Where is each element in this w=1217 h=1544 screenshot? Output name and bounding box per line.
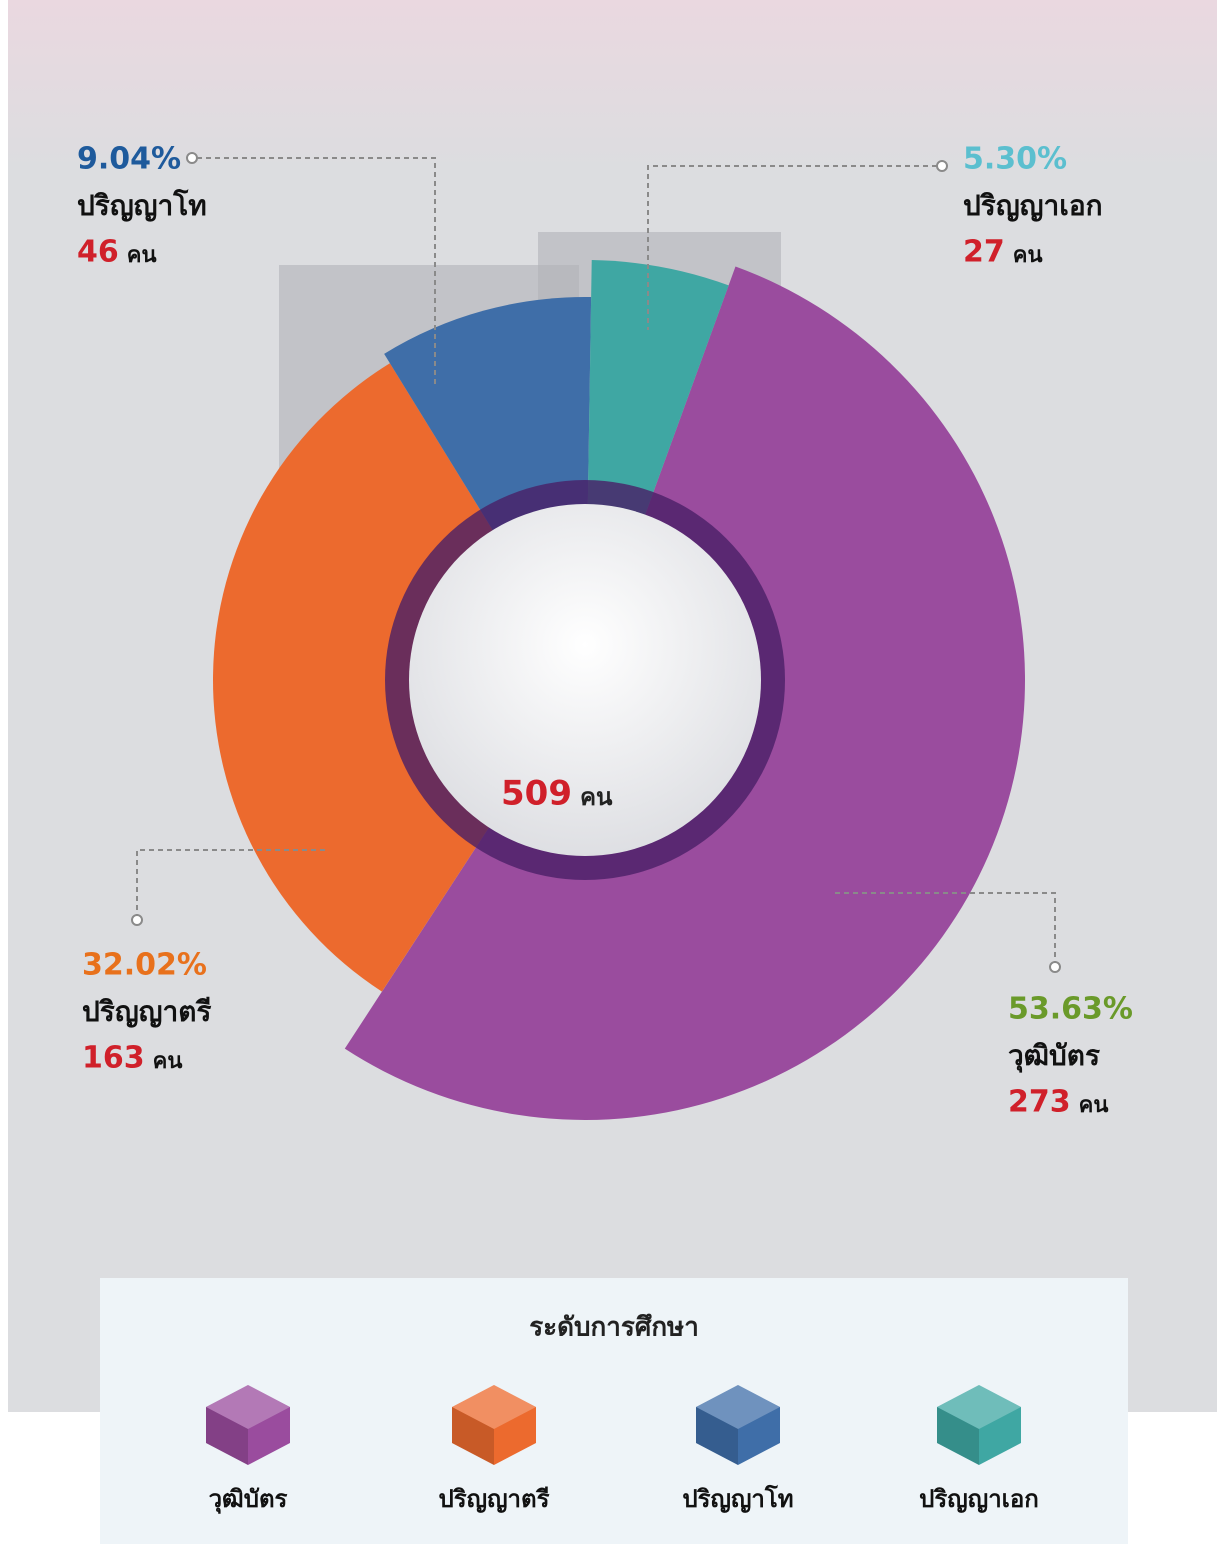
connector-dot — [187, 153, 197, 163]
category-label: ปริญญาโท — [77, 188, 207, 222]
legend-label: ปริญญาเอก — [919, 1485, 1039, 1513]
percent-label: 5.30% — [963, 142, 1067, 177]
percent-label: 32.02% — [82, 948, 207, 983]
connector-dot — [1050, 962, 1060, 972]
total-value: 509 — [501, 774, 572, 814]
connector-dot — [937, 161, 947, 171]
percent-label: 9.04% — [77, 142, 181, 177]
category-label: ปริญญาเอก — [963, 189, 1103, 222]
legend-label: ปริญญาตรี — [439, 1485, 550, 1513]
count-unit: คน — [1079, 1093, 1109, 1118]
count-label: 46 — [77, 235, 119, 270]
category-label: ปริญญาตรี — [82, 995, 211, 1028]
connector-dot — [132, 915, 142, 925]
legend-title: ระดับการศึกษา — [529, 1313, 699, 1343]
count-label: 273 — [1008, 1085, 1071, 1120]
legend-label: วุฒิบัตร — [209, 1485, 288, 1515]
percent-label: 53.63% — [1008, 992, 1133, 1027]
count-unit: คน — [153, 1049, 183, 1074]
count-label: 27 — [963, 235, 1005, 270]
total-unit: คน — [580, 783, 613, 811]
count-label: 163 — [82, 1041, 145, 1076]
count-unit: คน — [1013, 243, 1043, 268]
count-unit: คน — [127, 243, 157, 268]
chart: 509 คน ระดับการศึกษา 53.63% วุฒิบัตร 273 คน… — [0, 0, 1217, 1544]
category-label: วุฒิบัตร — [1008, 1039, 1100, 1073]
legend-label: ปริญญาโท — [682, 1484, 793, 1513]
